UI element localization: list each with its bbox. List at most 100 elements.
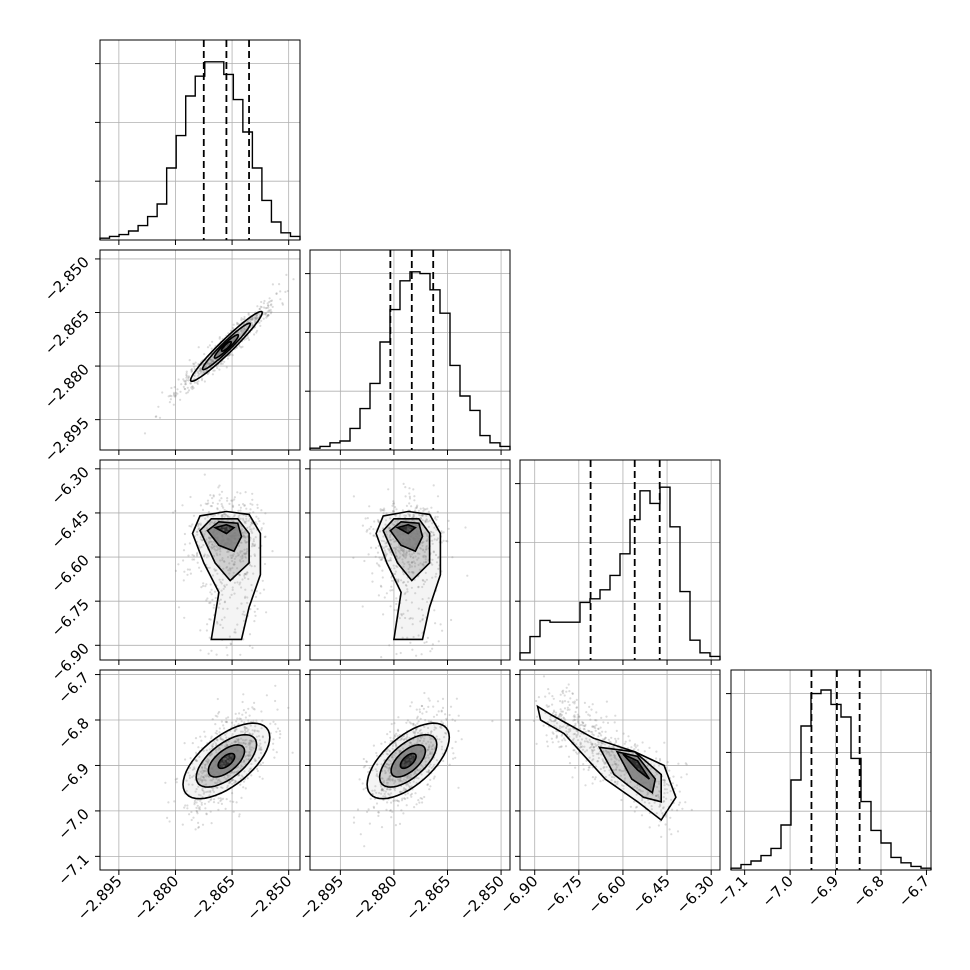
scatter-point (448, 763, 451, 766)
scatter-point (391, 778, 394, 782)
scatter-point (591, 776, 595, 779)
scatter-point (199, 372, 202, 375)
scatter-point (420, 749, 423, 753)
scatter-point (227, 332, 230, 335)
scatter-point (413, 565, 417, 568)
scatter-point (237, 769, 240, 773)
scatter-point (555, 713, 558, 717)
scatter-point (548, 705, 551, 708)
scatter-point (224, 525, 227, 528)
scatter-point (248, 528, 252, 531)
scatter-point (614, 781, 617, 784)
scatter-point (425, 770, 428, 774)
scatter-point (399, 790, 402, 794)
scatter-point (655, 757, 658, 760)
scatter-point (613, 754, 617, 758)
scatter-point (397, 716, 400, 719)
scatter-point (229, 353, 232, 356)
scatter-point (185, 789, 188, 793)
scatter-point (401, 561, 404, 564)
scatter-point (209, 799, 212, 802)
scatter-point (196, 759, 199, 763)
scatter-point (249, 742, 252, 745)
scatter-point (594, 765, 598, 768)
scatter-point (254, 614, 257, 617)
scatter-point (182, 549, 186, 552)
scatter-point (223, 616, 226, 619)
scatter-point (418, 530, 421, 533)
scatter-point (258, 744, 261, 747)
scatter-point (418, 739, 422, 742)
scatter-point (426, 783, 429, 787)
scatter-point (226, 538, 229, 541)
scatter-point (423, 554, 426, 557)
scatter-point (244, 711, 247, 714)
scatter-point (562, 725, 565, 728)
scatter-point (384, 523, 387, 526)
scatter-point (552, 709, 556, 712)
scatter-point (231, 792, 234, 795)
scatter-point (210, 752, 213, 755)
scatter-point (433, 726, 436, 729)
scatter-point (405, 804, 408, 807)
scatter-point (233, 764, 236, 767)
scatter-point (440, 726, 443, 730)
scatter-point (435, 518, 438, 521)
scatter-point (210, 361, 213, 364)
scatter-point (224, 544, 227, 547)
scatter-point (231, 499, 234, 502)
scatter-point (241, 550, 244, 553)
scatter-point (422, 556, 425, 559)
scatter-point (233, 763, 236, 766)
scatter-point (236, 749, 239, 752)
scatter-point (279, 733, 282, 736)
scatter-point (656, 786, 659, 789)
scatter-point (228, 781, 232, 784)
scatter-point (212, 369, 215, 372)
scatter-point (253, 320, 256, 323)
scatter-point (233, 514, 236, 517)
scatter-point (230, 540, 233, 543)
scatter-point (200, 739, 203, 742)
scatter-point (646, 764, 649, 768)
scatter-point (245, 552, 248, 555)
scatter-point (390, 801, 393, 804)
scatter-point (388, 526, 391, 529)
scatter-point (199, 629, 202, 632)
scatter-point (252, 511, 255, 514)
scatter-point (242, 693, 245, 696)
scatter-point (626, 761, 629, 764)
scatter-point (222, 724, 225, 727)
scatter-point (230, 536, 234, 540)
scatter-point (409, 776, 412, 779)
scatter-point (240, 774, 243, 777)
scatter-point (203, 353, 206, 356)
scatter-point (250, 583, 253, 587)
scatter-point (197, 528, 200, 531)
scatter-point (408, 495, 411, 498)
scatter-point (205, 556, 208, 559)
scatter-point (552, 720, 555, 723)
scatter-point (228, 546, 232, 549)
x-tick-label: −6.30 (673, 872, 718, 917)
scatter-point (235, 738, 238, 741)
x-tick-label: −2.895 (74, 872, 126, 924)
scatter-point (234, 525, 238, 528)
scatter-point (222, 757, 225, 760)
scatter-point (425, 544, 428, 548)
scatter-point (403, 541, 406, 544)
scatter-point (425, 710, 428, 714)
scatter-point (222, 528, 225, 532)
scatter-point (191, 776, 194, 779)
scatter-point (196, 530, 199, 534)
scatter-point (435, 561, 439, 564)
scatter-point (447, 527, 450, 530)
scatter-point (256, 329, 259, 332)
scatter-point (390, 538, 393, 542)
scatter-point (215, 552, 218, 555)
scatter-point (572, 737, 575, 740)
scatter-point (258, 775, 261, 778)
scatter-point (416, 533, 420, 536)
scatter-point (365, 530, 368, 533)
scatter-point (391, 810, 394, 813)
